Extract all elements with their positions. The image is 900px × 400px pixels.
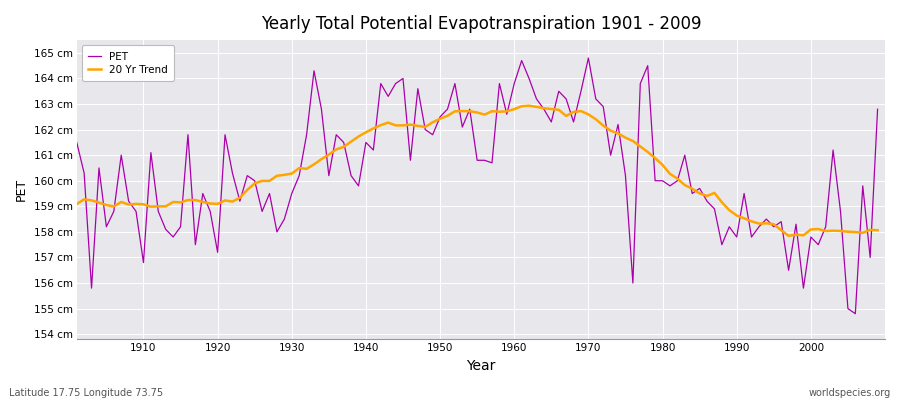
20 Yr Trend xyxy=(293,166,304,170)
20 Yr Trend xyxy=(71,202,82,206)
PET xyxy=(583,56,594,60)
Title: Yearly Total Potential Evapotranspiration 1901 - 2009: Yearly Total Potential Evapotranspiratio… xyxy=(261,15,701,33)
PET xyxy=(872,107,883,112)
PET xyxy=(338,140,349,145)
Legend: PET, 20 Yr Trend: PET, 20 Yr Trend xyxy=(82,45,174,81)
20 Yr Trend xyxy=(501,109,512,114)
Text: worldspecies.org: worldspecies.org xyxy=(809,388,891,398)
PET xyxy=(71,140,82,145)
PET xyxy=(508,81,519,86)
PET xyxy=(501,112,512,117)
Line: PET: PET xyxy=(76,58,878,314)
PET xyxy=(293,173,304,178)
PET xyxy=(605,153,616,158)
20 Yr Trend xyxy=(872,228,883,233)
20 Yr Trend xyxy=(130,202,141,206)
20 Yr Trend xyxy=(524,103,535,108)
20 Yr Trend xyxy=(508,107,519,112)
20 Yr Trend xyxy=(605,128,616,133)
X-axis label: Year: Year xyxy=(466,359,496,373)
PET xyxy=(850,311,860,316)
20 Yr Trend xyxy=(783,234,794,238)
PET xyxy=(130,209,141,214)
20 Yr Trend xyxy=(338,144,349,149)
Y-axis label: PET: PET xyxy=(15,178,28,201)
Text: Latitude 17.75 Longitude 73.75: Latitude 17.75 Longitude 73.75 xyxy=(9,388,163,398)
Line: 20 Yr Trend: 20 Yr Trend xyxy=(76,106,878,236)
